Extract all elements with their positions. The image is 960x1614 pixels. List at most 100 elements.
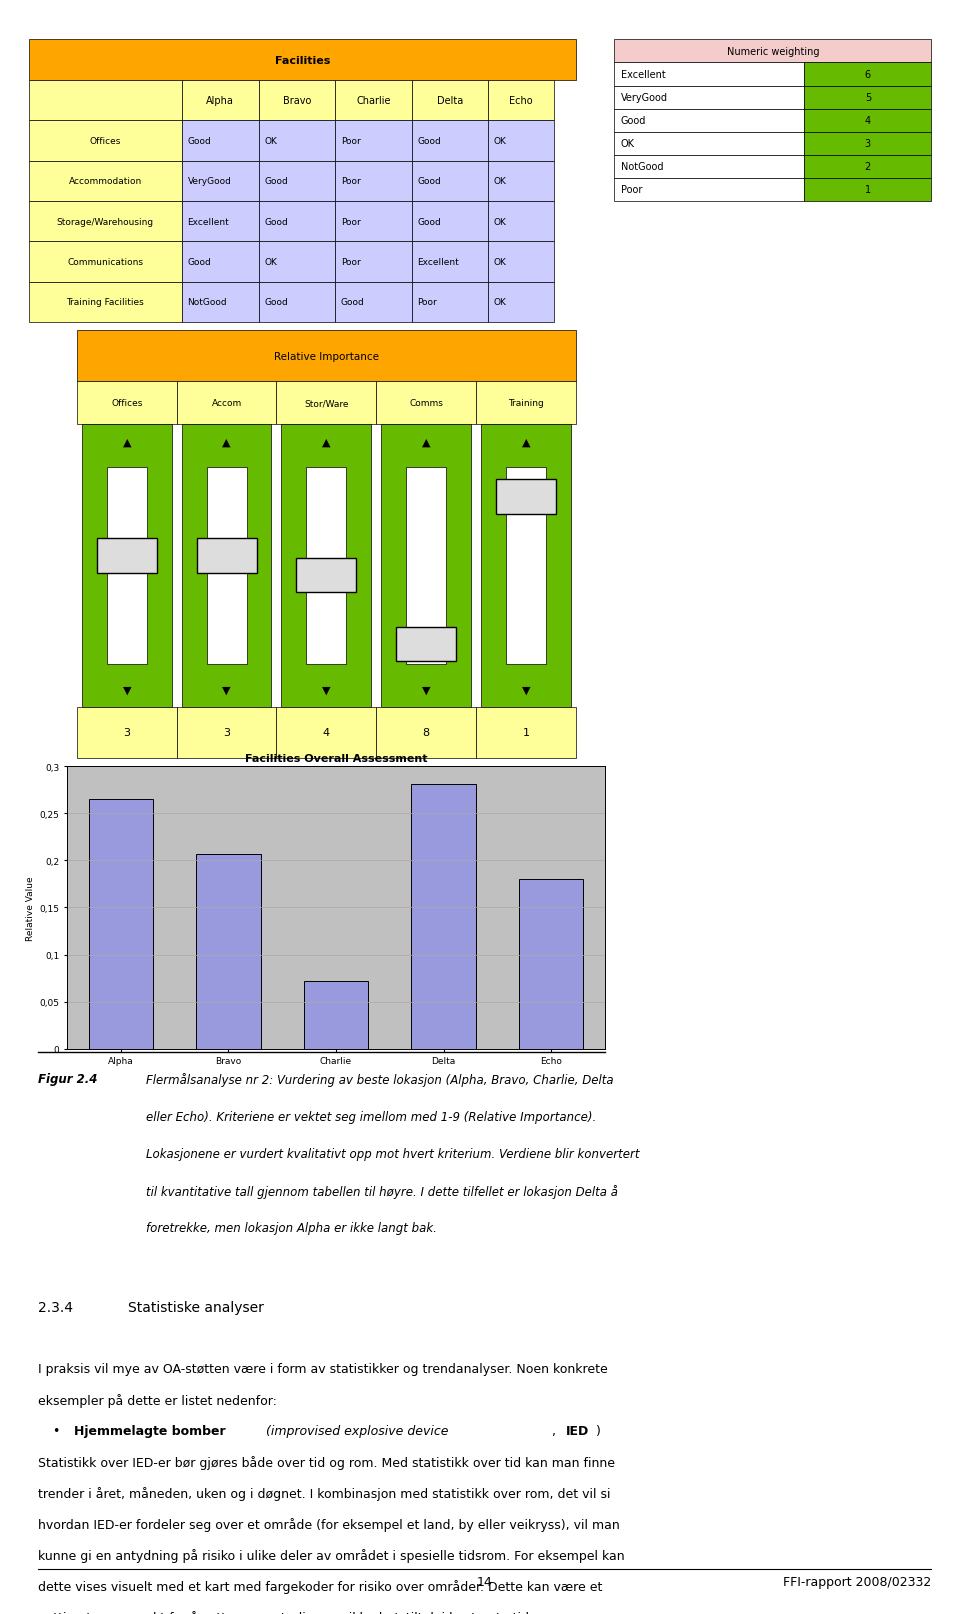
Bar: [197, 539, 256, 573]
Bar: [335, 81, 412, 121]
Bar: [182, 242, 258, 282]
Bar: [412, 161, 489, 202]
Text: Good: Good: [341, 299, 365, 307]
Text: NotGood: NotGood: [187, 299, 228, 307]
Text: ▼: ▼: [422, 686, 430, 696]
Text: eksempler på dette er listet nedenfor:: eksempler på dette er listet nedenfor:: [38, 1393, 277, 1407]
Title: Facilities Overall Assessment: Facilities Overall Assessment: [245, 754, 427, 763]
Bar: [182, 161, 258, 202]
Bar: [376, 707, 476, 759]
Text: Good: Good: [621, 116, 646, 126]
Text: 4: 4: [865, 116, 871, 126]
Bar: [614, 40, 931, 63]
Text: ): ): [596, 1424, 601, 1436]
Bar: [614, 110, 804, 132]
Text: ▲: ▲: [223, 437, 230, 447]
Bar: [614, 132, 804, 155]
Bar: [335, 202, 412, 242]
Bar: [804, 179, 931, 202]
Bar: [481, 424, 571, 707]
Text: Lokasjonene er vurdert kvalitativt opp mot hvert kriterium. Verdiene blir konver: Lokasjonene er vurdert kvalitativt opp m…: [146, 1148, 639, 1160]
Bar: [412, 81, 489, 121]
Bar: [29, 282, 182, 323]
Text: ▼: ▼: [223, 686, 230, 696]
Text: Good: Good: [264, 299, 288, 307]
Bar: [614, 155, 804, 179]
Text: ▼: ▼: [123, 686, 131, 696]
Text: Comms: Comms: [409, 399, 444, 408]
Bar: [29, 121, 182, 161]
Text: Delta: Delta: [437, 95, 464, 107]
Bar: [258, 242, 335, 282]
Bar: [476, 707, 576, 759]
Text: Poor: Poor: [341, 178, 360, 186]
Bar: [258, 282, 335, 323]
Bar: [804, 132, 931, 155]
Text: Poor: Poor: [621, 186, 642, 195]
Bar: [614, 63, 804, 87]
Text: OK: OK: [494, 137, 507, 145]
Text: ▲: ▲: [123, 437, 131, 447]
Text: 1: 1: [522, 728, 530, 738]
Bar: [489, 282, 554, 323]
Text: dette vises visuelt med et kart med fargekoder for risiko over områder. Dette ka: dette vises visuelt med et kart med farg…: [38, 1578, 603, 1593]
Text: •: •: [52, 1424, 60, 1436]
Bar: [182, 202, 258, 242]
Bar: [412, 282, 489, 323]
Text: Poor: Poor: [341, 258, 360, 266]
Bar: [77, 707, 177, 759]
Text: Offices: Offices: [111, 399, 142, 408]
Bar: [412, 242, 489, 282]
Text: Training Facilities: Training Facilities: [66, 299, 144, 307]
Bar: [335, 121, 412, 161]
Bar: [303, 981, 369, 1049]
Text: IED: IED: [566, 1424, 589, 1436]
Text: Good: Good: [418, 178, 441, 186]
Text: Good: Good: [418, 218, 441, 226]
Bar: [412, 202, 489, 242]
Bar: [804, 63, 931, 87]
Bar: [29, 202, 182, 242]
Bar: [297, 558, 356, 592]
Text: 4: 4: [323, 728, 330, 738]
Bar: [276, 707, 376, 759]
Text: ,: ,: [552, 1424, 560, 1436]
Text: foretrekke, men lokasjon Alpha er ikke langt bak.: foretrekke, men lokasjon Alpha er ikke l…: [146, 1222, 437, 1235]
Text: Excellent: Excellent: [418, 258, 459, 266]
Bar: [489, 121, 554, 161]
Text: OK: OK: [494, 218, 507, 226]
Text: Alpha: Alpha: [206, 95, 234, 107]
Text: eller Echo). Kriteriene er vektet seg imellom med 1-9 (Relative Importance).: eller Echo). Kriteriene er vektet seg im…: [146, 1110, 596, 1123]
Bar: [335, 242, 412, 282]
Text: Numeric weighting: Numeric weighting: [727, 47, 819, 56]
Bar: [489, 81, 554, 121]
Text: Good: Good: [264, 178, 288, 186]
Text: Accommodation: Accommodation: [69, 178, 142, 186]
Bar: [489, 242, 554, 282]
Bar: [614, 87, 804, 110]
Bar: [614, 179, 804, 202]
Text: ▲: ▲: [422, 437, 430, 447]
Text: OK: OK: [494, 178, 507, 186]
Text: VeryGood: VeryGood: [621, 94, 668, 103]
Bar: [82, 424, 172, 707]
Bar: [107, 468, 147, 665]
Bar: [489, 161, 554, 202]
Bar: [258, 202, 335, 242]
Bar: [381, 424, 471, 707]
Text: Good: Good: [264, 218, 288, 226]
Text: Stor/Ware: Stor/Ware: [304, 399, 348, 408]
Bar: [411, 784, 476, 1049]
Bar: [29, 161, 182, 202]
Bar: [206, 468, 247, 665]
Text: kunne gi en antydning på risiko i ulike deler av området i spesielle tidsrom. Fo: kunne gi en antydning på risiko i ulike …: [38, 1548, 625, 1562]
Text: Poor: Poor: [418, 299, 437, 307]
Text: 3: 3: [123, 728, 131, 738]
Bar: [281, 424, 372, 707]
Bar: [258, 161, 335, 202]
Text: ▼: ▼: [323, 686, 330, 696]
Bar: [77, 331, 576, 383]
Text: Echo: Echo: [510, 95, 533, 107]
Bar: [306, 468, 347, 665]
Bar: [196, 854, 261, 1049]
